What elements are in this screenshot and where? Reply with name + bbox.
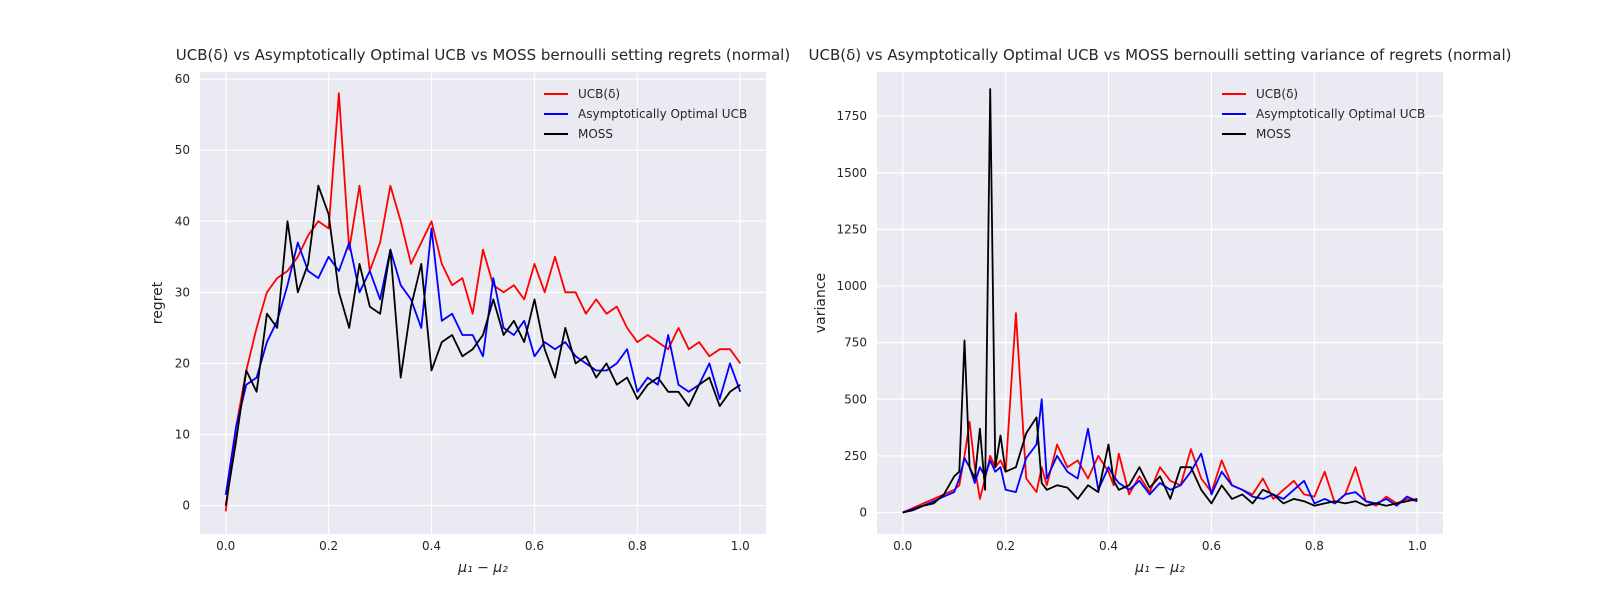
y-tick-label: 40 — [175, 214, 190, 228]
chart-title: UCB(δ) vs Asymptotically Optimal UCB vs … — [176, 46, 790, 64]
x-tick-label: 0.6 — [525, 539, 544, 553]
chart-title: UCB(δ) vs Asymptotically Optimal UCB vs … — [809, 46, 1512, 64]
legend-label: Asymptotically Optimal UCB — [1256, 107, 1425, 121]
y-tick-label: 1000 — [836, 279, 867, 293]
variance-chart: 0.0 0.2 0.4 0.6 0.8 1.0 0 250 500 750 1000 1250 1500… — [809, 46, 1512, 576]
legend-label: UCB(δ) — [578, 87, 620, 101]
x-tick-label: 1.0 — [1408, 539, 1427, 553]
y-axis-label: regret — [150, 281, 166, 324]
y-tick-label: 1750 — [836, 109, 867, 123]
x-axis-label: μ₁ − μ₂ — [457, 560, 508, 576]
legend-label: MOSS — [1256, 127, 1291, 141]
series-line-3 — [224, 184, 741, 506]
series-line-1 — [224, 92, 742, 512]
x-tick-label: 0.2 — [319, 539, 338, 553]
series-line-2 — [902, 398, 1418, 514]
x-tick-label: 0.8 — [628, 539, 647, 553]
y-tick-label: 1500 — [836, 166, 867, 180]
y-axis-label: variance — [813, 273, 829, 333]
y-tick-label: 250 — [844, 449, 867, 463]
y-tick-label: 10 — [175, 427, 190, 441]
plot-area — [200, 72, 766, 534]
series-line-2 — [224, 227, 742, 496]
y-tick-label: 20 — [175, 356, 190, 370]
x-tick-label: 0.8 — [1305, 539, 1324, 553]
plot-area — [877, 72, 1443, 534]
x-tick-label: 1.0 — [731, 539, 750, 553]
y-tick-label: 1250 — [836, 222, 867, 236]
legend-label: MOSS — [578, 127, 613, 141]
x-tick-label: 0.6 — [1202, 539, 1221, 553]
y-tick-label: 0 — [182, 499, 190, 513]
series-line-1 — [902, 312, 1418, 514]
x-tick-label: 0.4 — [422, 539, 441, 553]
series-line-3 — [902, 88, 1418, 514]
y-tick-label: 30 — [175, 285, 190, 299]
legend-label: UCB(δ) — [1256, 87, 1298, 101]
x-tick-label: 0.0 — [216, 539, 235, 553]
y-tick-label: 750 — [844, 336, 867, 350]
y-tick-label: 50 — [175, 143, 190, 157]
regret-chart: 0.0 0.2 0.4 0.6 0.8 1.0 0 10 20 30 40 50 60 UCB(δ) Asy… — [150, 46, 790, 576]
legend-label: Asymptotically Optimal UCB — [578, 107, 747, 121]
y-tick-label: 60 — [175, 72, 190, 86]
x-tick-label: 0.0 — [893, 539, 912, 553]
y-tick-label: 500 — [844, 392, 867, 406]
y-tick-label: 0 — [859, 505, 867, 519]
x-tick-label: 0.2 — [996, 539, 1015, 553]
x-tick-label: 0.4 — [1099, 539, 1118, 553]
x-axis-label: μ₁ − μ₂ — [1134, 560, 1185, 576]
